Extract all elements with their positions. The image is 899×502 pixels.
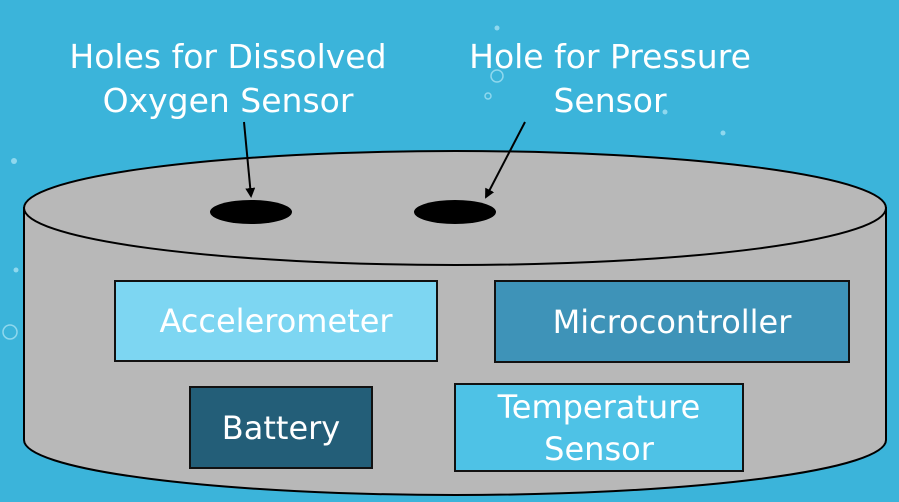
temperature-sensor-label-line1: Temperature bbox=[497, 387, 701, 426]
dissolved-oxygen-hole bbox=[210, 200, 292, 224]
temperature-sensor-box: Temperature Sensor bbox=[454, 383, 744, 472]
accelerometer-label: Accelerometer bbox=[159, 302, 393, 340]
do-sensor-label-line1: Holes for Dissolved bbox=[69, 37, 387, 76]
pressure-sensor-label-line2: Sensor bbox=[553, 81, 667, 120]
microcontroller-label: Microcontroller bbox=[552, 302, 792, 341]
microcontroller-box: Microcontroller bbox=[494, 280, 850, 363]
do-sensor-arrow bbox=[243, 121, 256, 198]
pressure-sensor-arrow bbox=[485, 121, 526, 199]
do-sensor-label: Holes for Dissolved Oxygen Sensor bbox=[36, 35, 420, 123]
background-dots bbox=[11, 25, 726, 273]
temperature-sensor-label-line2: Sensor bbox=[544, 429, 654, 468]
pressure-sensor-label-line1: Hole for Pressure bbox=[469, 37, 751, 76]
battery-box: Battery bbox=[189, 386, 373, 469]
pressure-sensor-hole bbox=[414, 200, 496, 224]
battery-label: Battery bbox=[221, 408, 341, 447]
background-bubbles bbox=[2, 69, 504, 340]
accelerometer-box: Accelerometer bbox=[114, 280, 438, 362]
pressure-sensor-label: Hole for Pressure Sensor bbox=[440, 35, 780, 123]
do-sensor-label-line2: Oxygen Sensor bbox=[102, 81, 354, 120]
